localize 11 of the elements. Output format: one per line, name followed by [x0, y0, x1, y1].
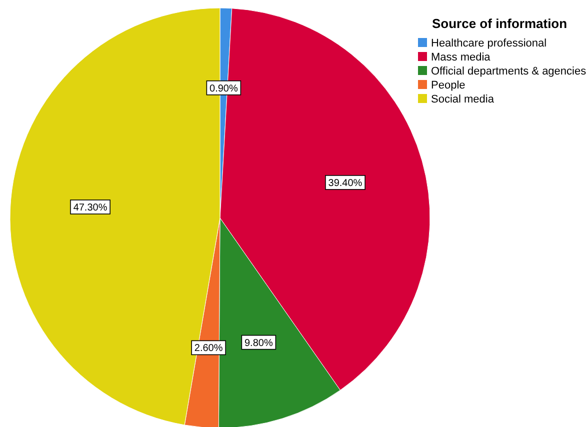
data-label: 2.60% [194, 343, 223, 354]
data-label: 9.80% [244, 338, 273, 349]
legend-label: People [431, 80, 466, 92]
data-label: 47.30% [73, 202, 108, 214]
data-label: 39.40% [328, 178, 362, 189]
data-label: 0.90% [210, 83, 238, 94]
legend-label: Mass media [431, 52, 492, 64]
legend-title: Source of information [432, 16, 568, 31]
legend-label: Official departments & agencies [431, 66, 587, 78]
legend-label: Healthcare professional [431, 38, 547, 50]
legend-label: Social media [431, 94, 495, 106]
